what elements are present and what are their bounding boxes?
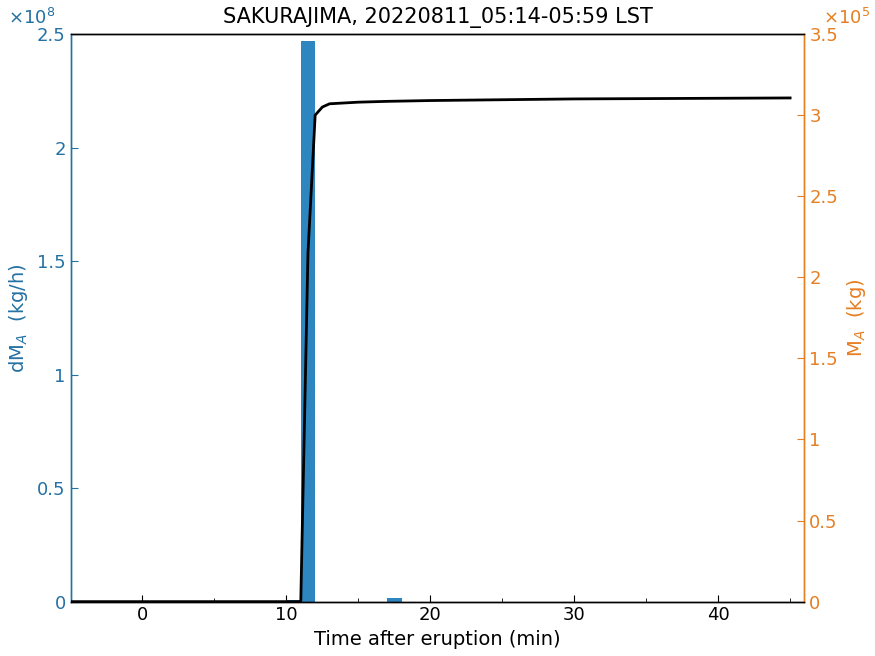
Bar xyxy=(286,600,301,602)
Bar xyxy=(387,598,402,602)
Text: $\times$10$^5$: $\times$10$^5$ xyxy=(823,9,871,28)
Title: SAKURAJIMA, 20220811_05:14-05:59 LST: SAKURAJIMA, 20220811_05:14-05:59 LST xyxy=(222,7,653,28)
Bar xyxy=(301,41,315,602)
X-axis label: Time after eruption (min): Time after eruption (min) xyxy=(314,630,561,649)
Y-axis label: M$_A$  (kg): M$_A$ (kg) xyxy=(845,279,868,357)
Y-axis label: dM$_A$  (kg/h): dM$_A$ (kg/h) xyxy=(7,263,30,373)
Text: $\times$10$^8$: $\times$10$^8$ xyxy=(8,9,55,28)
